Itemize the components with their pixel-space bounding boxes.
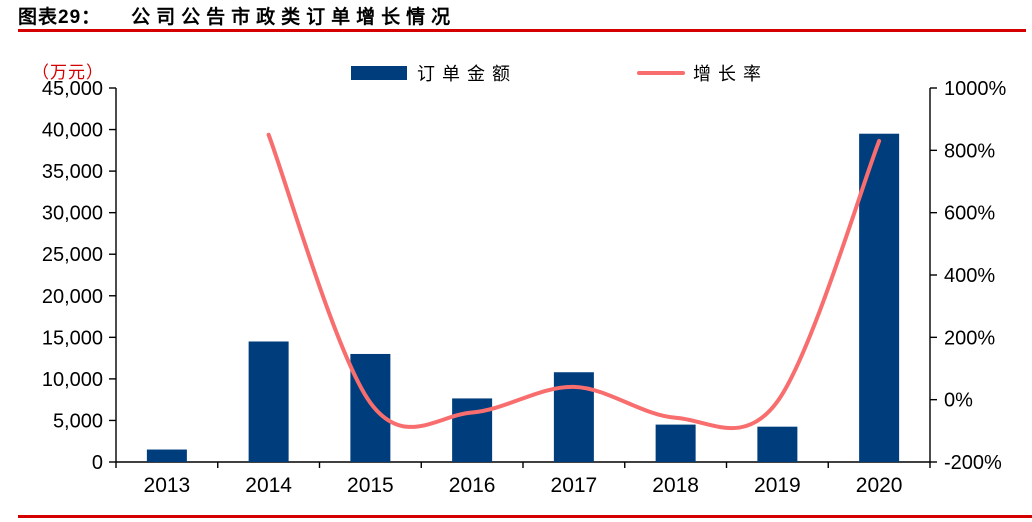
y-left-tick-label: 35,000 [42, 161, 103, 183]
legend-item-growth: 增长率 [637, 60, 768, 86]
y-left-tick-label: 0 [92, 452, 103, 474]
x-tick-label: 2014 [245, 474, 292, 497]
legend-item-orders: 订单金额 [351, 60, 517, 86]
y-right-tick-label: 600% [944, 203, 995, 225]
growth-rate-line [266, 132, 882, 430]
y-right-tick-label: 200% [944, 327, 995, 349]
bar-2016 [452, 398, 493, 462]
figure-header: 图表29： 公司公告市政类订单增长情况 [18, 2, 456, 29]
bar-2015 [350, 353, 391, 462]
bar-2013 [146, 449, 187, 462]
y-right-tick-label: 1000% [944, 78, 1006, 100]
y-right-tick-label: 0% [944, 390, 973, 412]
x-tick-label: 2015 [347, 474, 394, 497]
y-left-tick-label: 15,000 [42, 327, 103, 349]
figure-label: 图表29： [18, 7, 102, 28]
y-left-tick-label: 25,000 [42, 244, 103, 266]
x-tick-label: 2019 [754, 474, 801, 497]
y-left-tick-label: 30,000 [42, 203, 103, 225]
legend-line-swatch [637, 71, 685, 75]
x-tick-label: 2017 [551, 474, 598, 497]
y-right-tick-label: -200% [944, 452, 1002, 474]
legend-bar-swatch [351, 66, 407, 80]
figure-title: 公司公告市政类订单增长情况 [131, 7, 457, 28]
bar-2020 [859, 133, 900, 462]
x-tick-label: 2020 [856, 474, 903, 497]
legend-line-label: 增长率 [693, 64, 768, 84]
x-tick-label: 2018 [652, 474, 699, 497]
x-tick-label: 2013 [144, 474, 191, 497]
bar-2018 [655, 424, 696, 462]
x-tick-label: 2016 [449, 474, 496, 497]
y-left-tick-label: 45,000 [42, 78, 103, 100]
footer-rule [18, 515, 1032, 518]
chart-legend: 订单金额 增长率 [351, 60, 768, 86]
y-left-tick-label: 5,000 [53, 410, 103, 432]
y-right-tick-label: 400% [944, 265, 995, 287]
bar-2014 [248, 341, 289, 462]
y-axis-unit-label: （万元） [32, 63, 104, 82]
header-rule [18, 29, 1026, 32]
y-left-tick-label: 10,000 [42, 369, 103, 391]
y-left-tick-label: 20,000 [42, 286, 103, 308]
y-right-tick-label: 800% [944, 140, 995, 162]
bar-2019 [757, 426, 798, 462]
legend-bar-label: 订单金额 [417, 64, 517, 84]
y-left-tick-label: 40,000 [42, 120, 103, 142]
